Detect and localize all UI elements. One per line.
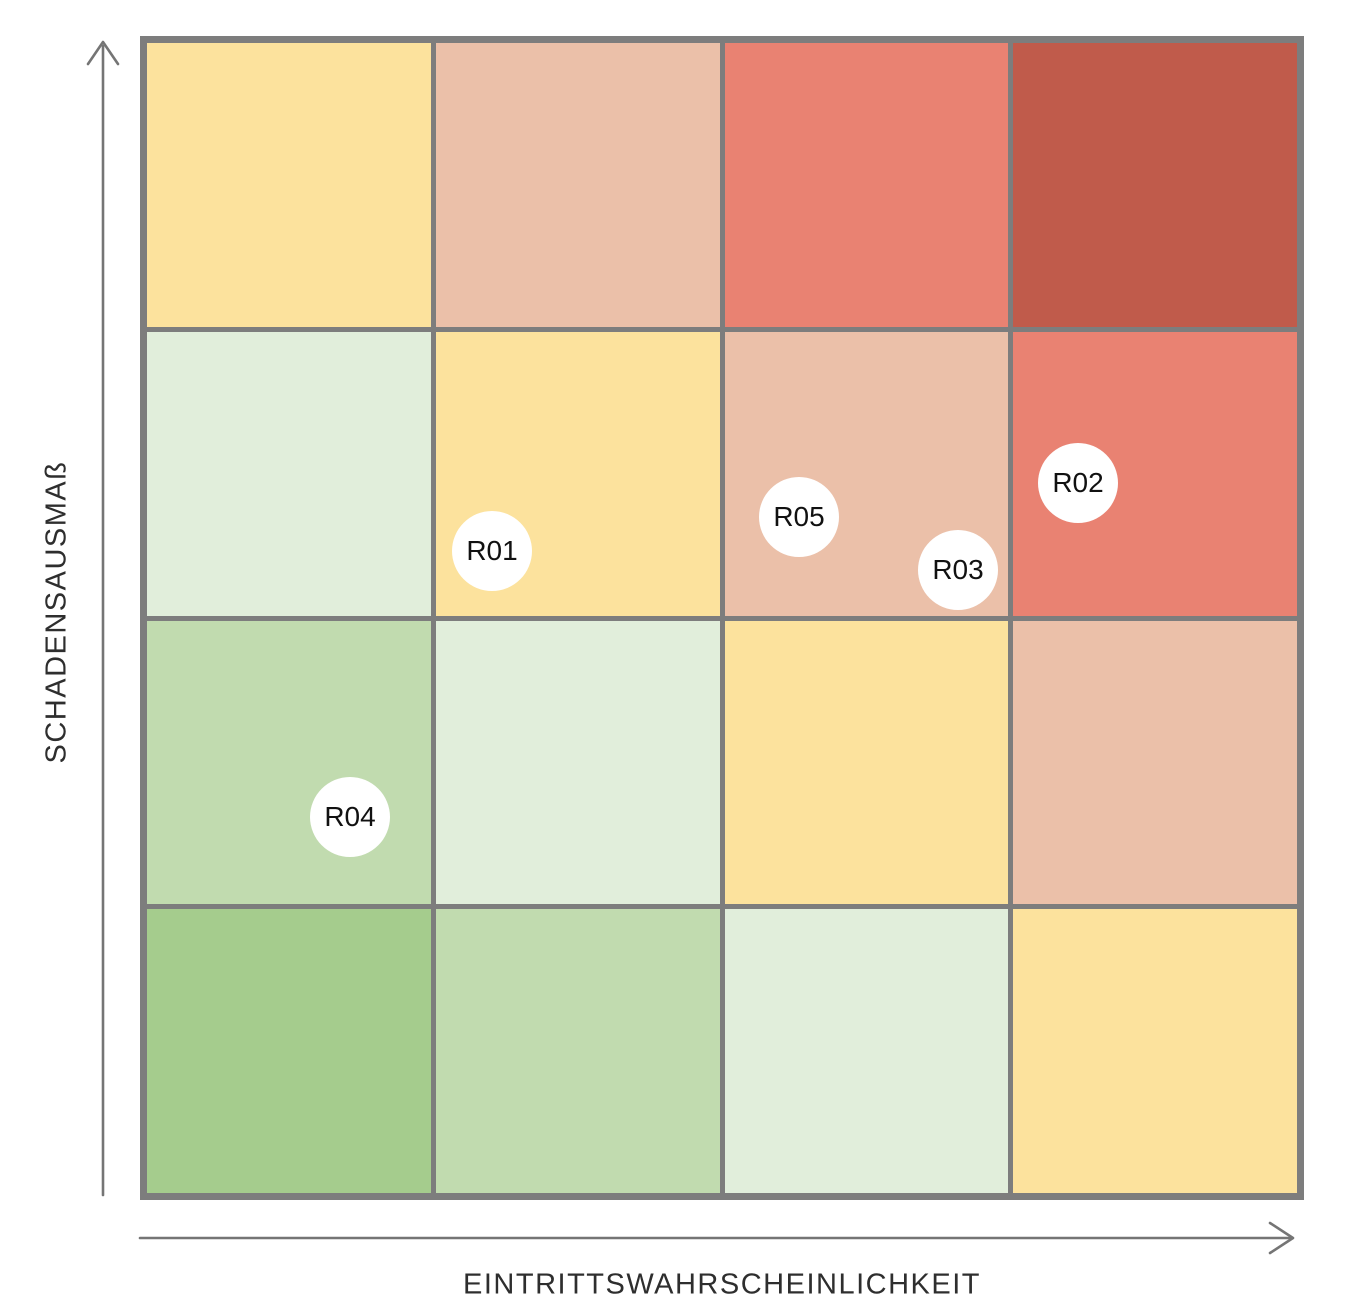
risk-marker-r05[interactable]: R05 (759, 477, 839, 557)
risk-grid (140, 36, 1304, 1200)
matrix-cell-r3-c4 (1013, 620, 1297, 905)
risk-marker-r04[interactable]: R04 (310, 777, 390, 857)
matrix-cell-r3-c2 (435, 620, 720, 905)
matrix-cell-r4-c2 (435, 909, 720, 1193)
x-axis-label: EINTRITTSWAHRSCHEINLICHKEIT (463, 1268, 981, 1301)
matrix-cell-r1-c3 (724, 43, 1009, 327)
matrix-cell-r4-c4 (1013, 909, 1297, 1193)
matrix-cell-r2-c1 (147, 331, 431, 616)
matrix-cell-r3-c1 (147, 620, 431, 905)
matrix-cell-r1-c4 (1013, 43, 1297, 327)
matrix-cell-r1-c2 (435, 43, 720, 327)
risk-marker-r03[interactable]: R03 (918, 530, 998, 610)
matrix-cell-r1-c1 (147, 43, 431, 327)
matrix-cell-r4-c1 (147, 909, 431, 1193)
y-axis-label: SCHADENSAUSMAß (40, 460, 73, 764)
risk-marker-r01[interactable]: R01 (452, 511, 532, 591)
matrix-cell-r3-c3 (724, 620, 1009, 905)
x-axis-arrow (138, 1221, 1295, 1255)
risk-marker-r02[interactable]: R02 (1038, 443, 1118, 523)
y-axis-arrow (86, 40, 120, 1197)
matrix-cell-r4-c3 (724, 909, 1009, 1193)
